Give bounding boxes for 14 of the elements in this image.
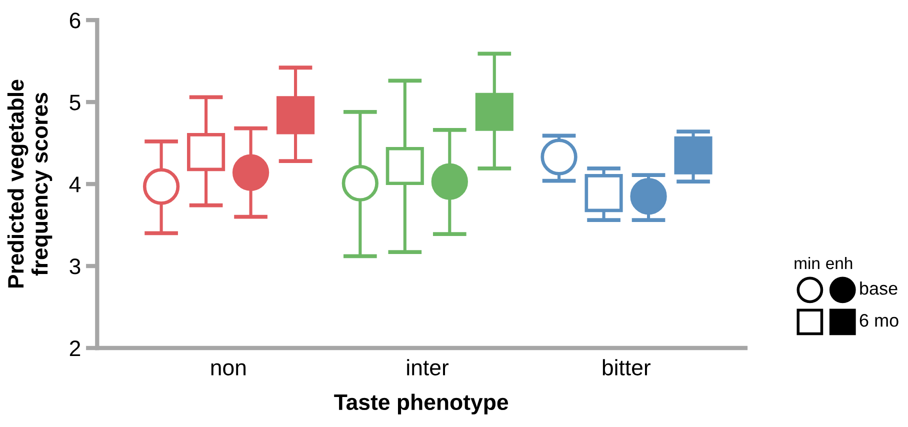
x-tick-label: bitter bbox=[602, 359, 650, 376]
text: min bbox=[794, 256, 820, 270]
y-tick-label: 3 bbox=[70, 258, 80, 274]
x-tick-label: non bbox=[211, 363, 246, 376]
y-tick-label: 5 bbox=[70, 94, 80, 110]
text: 6 mo bbox=[860, 314, 898, 327]
text: enh bbox=[826, 256, 852, 270]
y-tick-label: 4 bbox=[69, 176, 81, 192]
y-axis-title: Predicted vegetable frequency scores bbox=[7, 80, 52, 288]
text: base bbox=[860, 282, 898, 295]
x-axis-title: Taste phenotype bbox=[334, 394, 508, 414]
y-tick-label: 2 bbox=[70, 340, 80, 356]
x-tick-label: inter bbox=[407, 359, 449, 376]
y-tick-label: 6 bbox=[70, 12, 80, 28]
